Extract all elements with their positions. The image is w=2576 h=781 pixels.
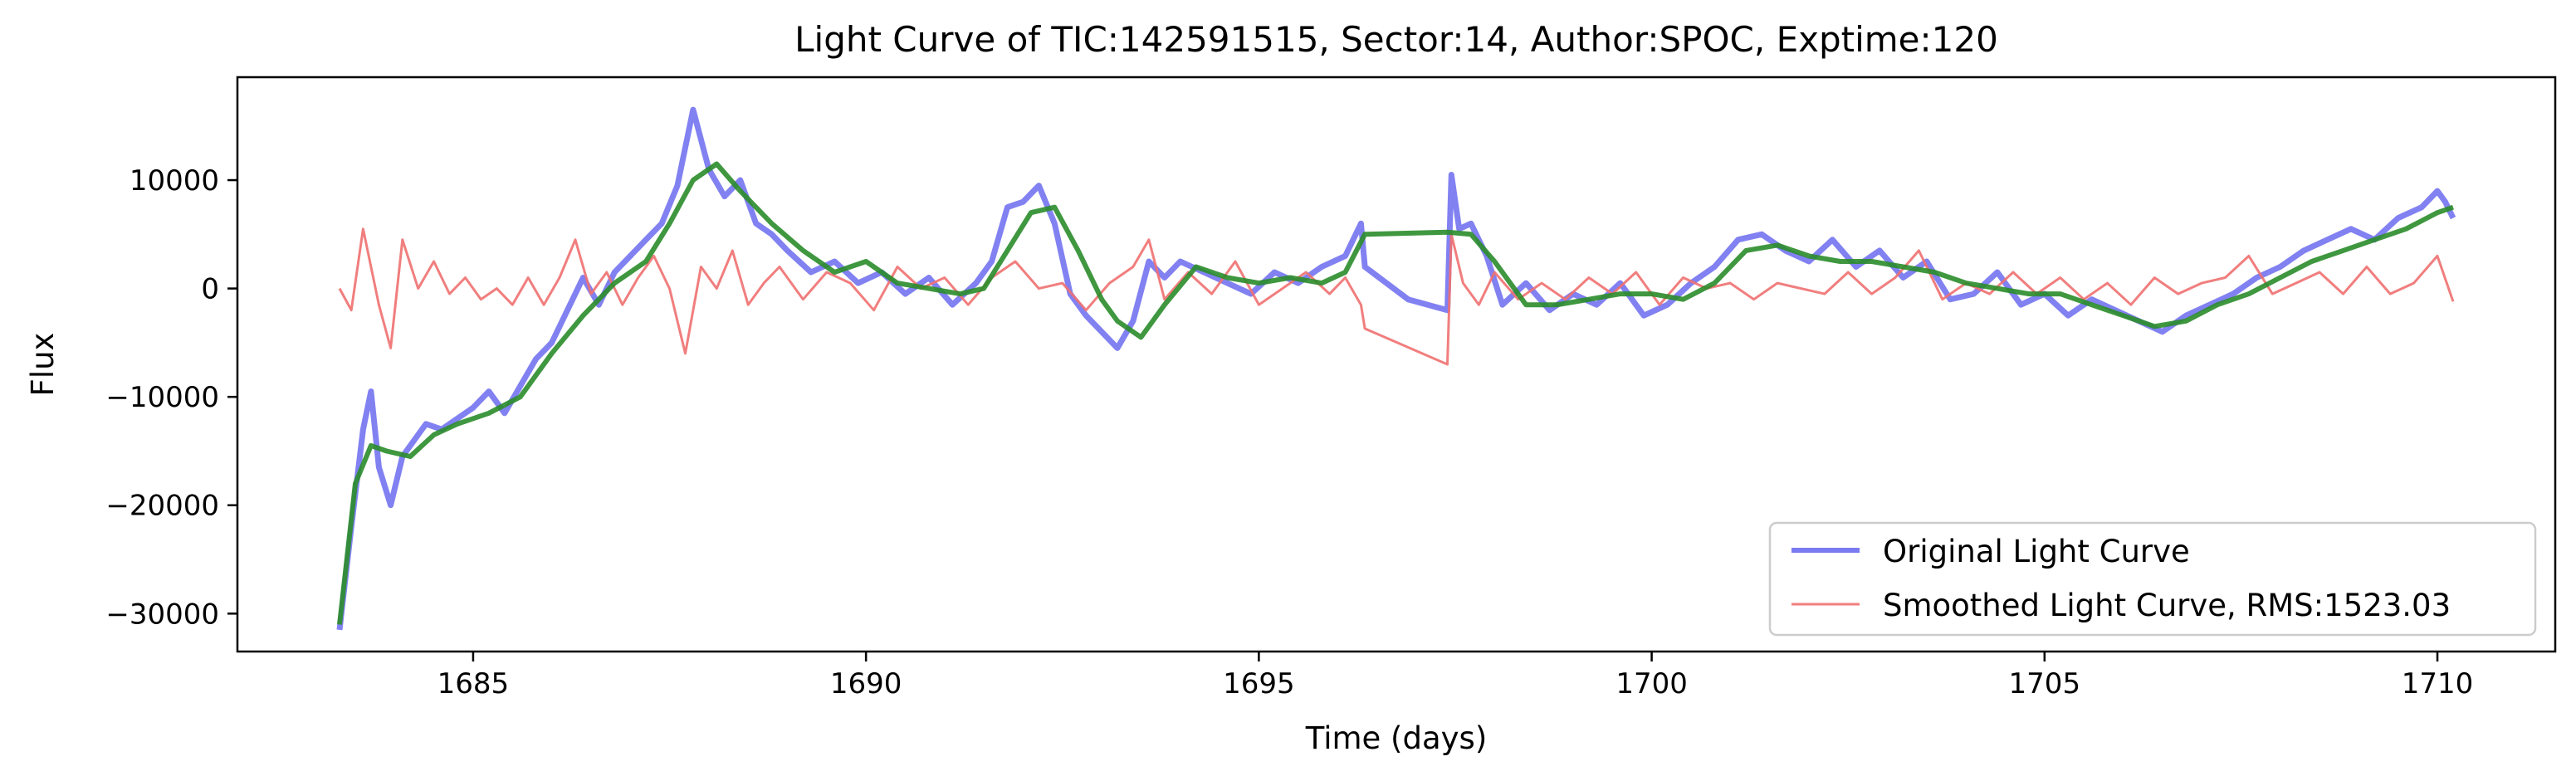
plot-frame: [236, 76, 2557, 653]
x-tick-label: 1710: [2402, 667, 2474, 700]
y-tick-label: 0: [201, 273, 219, 306]
trend-line: [337, 161, 2454, 625]
legend-label-smoothed: Smoothed Light Curve, RMS:1523.03: [1883, 588, 2451, 623]
x-tick-label: 1685: [437, 667, 510, 700]
y-tick-label: −30000: [105, 598, 219, 631]
legend: Original Light Curve Smoothed Light Curv…: [1768, 521, 2537, 637]
smoothed-light-curve-line: [338, 227, 2455, 366]
legend-label-original: Original Light Curve: [1883, 534, 2190, 569]
legend-box: [1768, 521, 2537, 637]
series-layer: [336, 106, 2456, 631]
x-axis-label: Time (days): [1305, 720, 1488, 756]
y-axis-label: Flux: [25, 333, 61, 397]
y-axis: −30000 −20000 −10000 0 10000: [105, 164, 237, 631]
x-tick-label: 1705: [2009, 667, 2081, 700]
y-tick-label: −20000: [105, 490, 219, 523]
y-tick-label: 10000: [130, 164, 219, 198]
x-tick-label: 1695: [1223, 667, 1295, 700]
x-tick-label: 1690: [830, 667, 902, 700]
y-tick-label: −10000: [105, 381, 219, 414]
x-axis: 1685 1690 1695 1700 1705 1710: [437, 652, 2474, 700]
chart-title: Light Curve of TIC:142591515, Sector:14,…: [794, 19, 1998, 60]
x-tick-label: 1700: [1615, 667, 1688, 700]
